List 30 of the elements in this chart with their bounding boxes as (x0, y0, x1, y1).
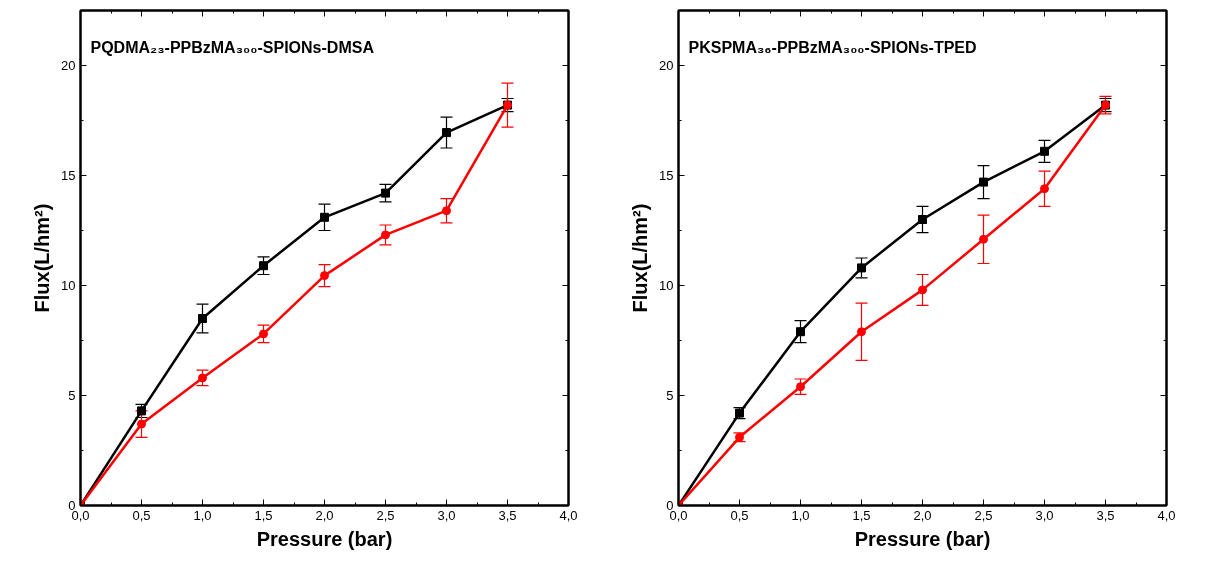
y-tick-label: 20 (659, 58, 674, 73)
x-tick-label: 2,5 (974, 507, 993, 523)
y-axis-title: Flux(L/hm²) (31, 203, 54, 313)
x-tick-label: 0,5 (730, 507, 749, 523)
x-tick-label: 3,5 (1096, 507, 1115, 523)
text: PQDMA₂₃-PPBzMA₃₀₀-SPIONs-DMSA (90, 38, 375, 56)
y-tick-label: 5 (666, 388, 674, 403)
x-tick-label: 4,0 (559, 507, 578, 523)
x-tick-label: 2,0 (315, 507, 334, 523)
y-tick-label: 15 (659, 168, 674, 183)
x-tick-label: 2,0 (913, 507, 932, 523)
x-tick-label: 0,5 (132, 507, 151, 523)
text: PKSPMA₃₆-PPBzMA₃₀₀-SPIONs-TPED (688, 38, 977, 56)
x-axis-title: Pressure (bar) (854, 527, 991, 550)
y-tick-label: 20 (61, 58, 76, 73)
x-tick-label: 1,5 (852, 507, 871, 523)
y-tick-label: 5 (68, 388, 76, 403)
x-tick-label: 1,0 (791, 507, 810, 523)
y-axis-title: Flux(L/hm²) (629, 203, 652, 313)
x-tick-label: 3,0 (1035, 507, 1054, 523)
x-tick-label: 3,0 (437, 507, 456, 523)
x-tick-label: 2,5 (376, 507, 395, 523)
y-tick-label: 10 (659, 278, 674, 293)
y-tick-label: 15 (61, 168, 76, 183)
x-tick-label: 4,0 (1157, 507, 1176, 523)
x-tick-label: 1,0 (193, 507, 212, 523)
x-tick-label: 1,5 (254, 507, 273, 523)
x-tick-label: 3,5 (498, 507, 517, 523)
x-axis-title: Pressure (bar) (256, 527, 393, 550)
y-tick-label: 10 (61, 278, 76, 293)
